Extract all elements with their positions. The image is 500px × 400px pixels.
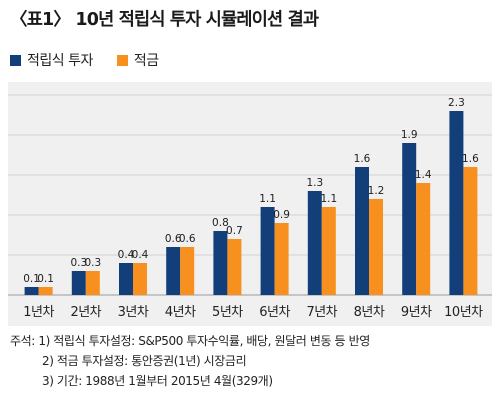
bar-chart: 0.10.11년차0.30.32년차0.40.43년차0.60.64년차0.80… [8, 94, 492, 320]
data-label-savings: 0.7 [226, 225, 243, 237]
page-title: 〈표1〉 10년 적립식 투자 시뮬레이션 결과 [10, 10, 319, 30]
footnote-line-2: 2) 적금 투자설정: 통안증권(1년) 시장금리 [10, 351, 370, 371]
bar-savings [38, 287, 53, 295]
bar-savings [85, 271, 100, 295]
data-label-savings: 0.9 [273, 209, 290, 221]
bar-savings [463, 167, 478, 295]
x-tick-label: 10년차 [444, 305, 483, 320]
bar-savings [274, 223, 289, 295]
bar-investment [24, 287, 39, 295]
data-label-savings: 1.2 [368, 185, 385, 197]
x-tick-label: 4년차 [165, 305, 196, 320]
bar-savings [227, 239, 242, 295]
data-label-investment: 0.1 [23, 273, 40, 285]
data-label-investment: 1.3 [306, 177, 323, 189]
legend-swatch-investment [10, 54, 21, 66]
legend-item-investment: 적립식 투자 [10, 50, 93, 70]
data-label-savings: 1.4 [415, 169, 432, 181]
footnote-line-1: 주석: 1) 적립식 투자설정: S&P500 투자수익률, 배당, 원달러 변… [10, 331, 370, 351]
x-tick-label: 6년차 [259, 305, 290, 320]
chart-panel: 0.1 0.1 1년차 0.3 0.3 2년차 0.4 0.4 3년차 0.6 0.6 4년차 0.8 0… [8, 82, 492, 326]
x-tick-label: 1년차 [23, 305, 54, 320]
bar-investment [355, 167, 369, 295]
bar-investment [402, 143, 417, 295]
data-label-investment: 0.4 [118, 249, 135, 261]
footnotes: 주석: 1) 적립식 투자설정: S&P500 투자수익률, 배당, 원달러 변… [10, 331, 370, 391]
data-label-savings: 0.6 [179, 233, 196, 245]
footnote-prefix: 주석: [10, 334, 35, 348]
data-label-investment: 1.9 [401, 129, 418, 141]
x-tick-label: 3년차 [118, 305, 149, 320]
data-label-savings: 0.4 [132, 249, 149, 261]
x-tick-label: 5년차 [212, 305, 243, 320]
legend-item-savings: 적금 [116, 50, 159, 70]
data-label-investment: 2.3 [448, 97, 465, 109]
data-label-investment: 1.6 [354, 153, 371, 165]
data-label-investment: 0.3 [70, 257, 87, 269]
data-label-investment: 0.6 [165, 233, 182, 245]
bar-investment [307, 191, 322, 295]
bar-savings [133, 263, 147, 295]
bar-investment [71, 271, 86, 295]
x-tick-label: 2년차 [70, 305, 101, 320]
bar-investment [166, 247, 181, 295]
legend-label-investment: 적립식 투자 [27, 53, 93, 69]
footnote-text-1: 1) 적립식 투자설정: S&P500 투자수익률, 배당, 원달러 변동 등 … [38, 334, 370, 348]
data-label-savings: 0.3 [84, 257, 101, 269]
data-label-investment: 0.8 [212, 217, 229, 229]
data-label-savings: 0.1 [37, 273, 54, 285]
data-label-savings: 1.6 [462, 153, 479, 165]
x-tick-label: 8년차 [354, 305, 385, 320]
footnote-line-3: 3) 기간: 1988년 1월부터 2015년 4월(329개) [10, 371, 370, 391]
chart-legend: 적립식 투자 적금 [10, 50, 183, 70]
legend-label-savings: 적금 [133, 53, 159, 69]
bar-investment [213, 231, 228, 295]
bar-investment [119, 263, 133, 295]
footnote-text-2: 2) 적금 투자설정: 통안증권(1년) 시장금리 [42, 354, 247, 368]
footnote-text-3: 3) 기간: 1988년 1월부터 2015년 4월(329개) [42, 374, 273, 388]
x-tick-label: 7년차 [306, 305, 337, 320]
bar-investment [449, 111, 464, 295]
data-label-investment: 1.1 [259, 193, 276, 205]
bar-savings [180, 247, 195, 295]
data-label-savings: 1.1 [320, 193, 337, 205]
bar-savings [416, 183, 431, 295]
bar-investment [260, 207, 275, 295]
bar-savings [321, 207, 336, 295]
bar-savings [369, 199, 383, 295]
x-tick-label: 9년차 [401, 305, 432, 320]
legend-swatch-savings [116, 54, 128, 66]
